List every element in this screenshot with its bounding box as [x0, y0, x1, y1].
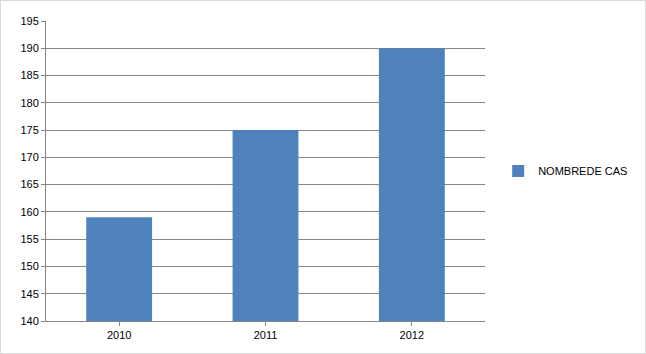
svg-text:140: 140: [20, 315, 38, 327]
svg-text:145: 145: [20, 288, 38, 300]
svg-text:150: 150: [20, 260, 38, 272]
svg-text:170: 170: [20, 151, 38, 163]
svg-text:2012: 2012: [400, 329, 424, 341]
svg-text:160: 160: [20, 206, 38, 218]
svg-text:2011: 2011: [254, 329, 278, 341]
svg-text:190: 190: [20, 42, 38, 54]
svg-text:180: 180: [20, 97, 38, 109]
svg-text:185: 185: [20, 69, 38, 81]
svg-text:155: 155: [20, 233, 38, 245]
svg-text:195: 195: [20, 15, 38, 27]
svg-text:165: 165: [20, 178, 38, 190]
svg-text:2010: 2010: [107, 329, 131, 341]
svg-text:NOMBREDE CAS: NOMBREDE CAS: [538, 165, 627, 177]
svg-text:175: 175: [20, 124, 38, 136]
